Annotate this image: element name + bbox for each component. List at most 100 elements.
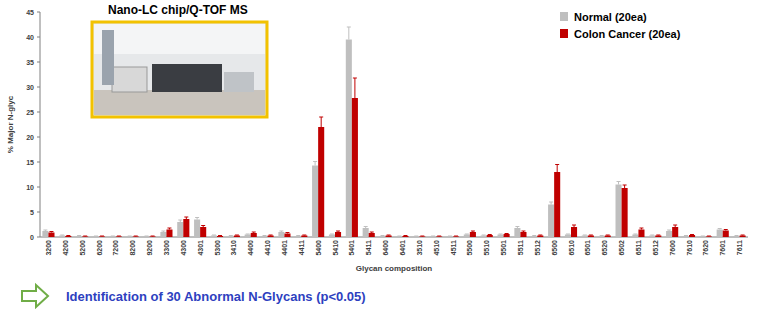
- x-tick-label: 6401: [399, 240, 406, 256]
- y-tick-label: 30: [26, 84, 34, 91]
- error-bar: [77, 235, 81, 237]
- bar: [430, 236, 436, 237]
- error-bar: [684, 235, 688, 237]
- bar: [402, 236, 408, 237]
- bar: [740, 236, 746, 238]
- bar: [335, 232, 341, 237]
- y-tick-label: 5: [30, 209, 34, 216]
- bar: [217, 236, 223, 237]
- bar: [672, 227, 678, 237]
- error-bar: [353, 78, 357, 98]
- x-tick-label: 7620: [702, 240, 709, 256]
- legend-swatch: [560, 12, 568, 21]
- bar: [329, 235, 335, 238]
- x-tick-label: 6502: [618, 240, 625, 256]
- bar: [284, 234, 290, 238]
- bar: [177, 222, 183, 237]
- bar: [655, 236, 661, 238]
- error-bar: [145, 236, 149, 238]
- legend-swatch: [560, 29, 568, 38]
- bar: [498, 235, 504, 238]
- y-tick: [37, 212, 40, 213]
- bar: [82, 236, 88, 237]
- x-tick-label: 5200: [79, 240, 86, 256]
- error-bar: [431, 236, 435, 238]
- error-bar: [66, 235, 70, 237]
- error-bar: [505, 233, 509, 235]
- y-tick: [37, 137, 40, 138]
- bar: [99, 236, 105, 237]
- y-tick: [37, 187, 40, 188]
- bar: [318, 127, 324, 237]
- bar: [194, 220, 200, 238]
- bar: [48, 233, 54, 238]
- x-tick-label: 4400: [247, 240, 254, 256]
- bar: [649, 236, 655, 238]
- bar: [481, 236, 487, 238]
- bar: [531, 236, 537, 237]
- bar: [548, 205, 554, 238]
- error-bar: [347, 27, 351, 40]
- error-bar: [94, 236, 98, 238]
- error-bar: [667, 230, 671, 231]
- x-tick-label: 4300: [180, 240, 187, 256]
- error-bar: [403, 235, 407, 237]
- x-tick-label: 4510: [433, 240, 440, 256]
- y-axis: [40, 12, 41, 237]
- error-bar: [296, 235, 300, 237]
- y-tick: [37, 87, 40, 88]
- error-bar: [387, 235, 391, 237]
- error-bar: [381, 235, 385, 237]
- x-tick-label: 3410: [230, 240, 237, 256]
- x-tick-label: 8200: [129, 240, 136, 256]
- photo-floor: [94, 90, 265, 115]
- y-tick-label: 45: [26, 9, 34, 16]
- error-bar: [302, 235, 306, 237]
- bar: [93, 236, 99, 237]
- y-tick-label: 0: [30, 234, 34, 241]
- error-bar: [572, 225, 576, 227]
- y-tick-label: 35: [26, 59, 34, 66]
- error-bar: [532, 235, 536, 237]
- bar: [65, 236, 71, 237]
- bar: [632, 235, 638, 238]
- error-bar: [471, 231, 475, 232]
- bar: [133, 236, 139, 237]
- error-bar: [397, 236, 401, 238]
- bar: [352, 98, 358, 237]
- x-tick-label: 5400: [315, 240, 322, 256]
- bar: [110, 236, 116, 237]
- bar: [42, 231, 48, 237]
- bar: [116, 236, 122, 237]
- bar: [717, 230, 723, 238]
- bar: [447, 236, 453, 237]
- error-bar: [521, 231, 525, 232]
- x-tick-label: 5512: [534, 240, 541, 256]
- x-tick-label: 6501: [584, 240, 591, 256]
- x-tick-label: 5411: [365, 240, 372, 255]
- error-bar: [707, 236, 711, 238]
- error-bar: [600, 235, 604, 237]
- bar: [160, 232, 166, 237]
- bar: [380, 236, 386, 237]
- bar: [312, 166, 318, 238]
- error-bar: [229, 235, 233, 237]
- bar: [363, 228, 369, 237]
- error-bar: [515, 227, 519, 229]
- bar: [144, 236, 150, 237]
- legend-label: Colon Cancer (20ea): [574, 28, 681, 40]
- error-bar: [656, 235, 660, 237]
- bar: [464, 235, 470, 238]
- y-tick: [37, 112, 40, 113]
- error-bar: [364, 227, 368, 229]
- error-bar: [43, 230, 47, 231]
- error-bar: [167, 228, 171, 230]
- photo-instrument: [112, 67, 147, 92]
- error-bar: [549, 202, 553, 205]
- x-tick-label: 4401: [281, 240, 288, 256]
- error-bar: [285, 233, 289, 234]
- y-axis-label: % Major N-glyc: [6, 95, 15, 153]
- error-bar: [263, 235, 267, 237]
- error-bar: [117, 236, 121, 238]
- error-bar: [690, 234, 694, 236]
